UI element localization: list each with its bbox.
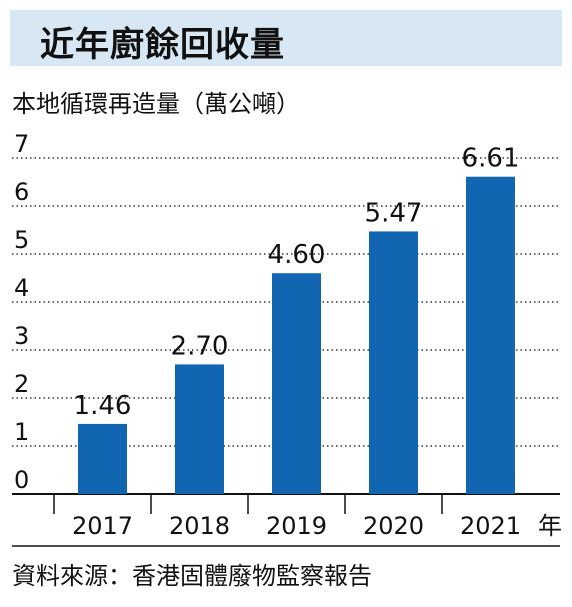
y-axis-label: 本地循環再造量（萬公噸）: [12, 90, 300, 118]
x-tick-label-2021: 2021: [460, 512, 521, 540]
x-tick-label-2017: 2017: [72, 512, 133, 540]
value-label-2020: 5.47: [365, 198, 423, 228]
x-tick-label-2020: 2020: [363, 512, 424, 540]
x-axis-unit: 年: [538, 512, 562, 540]
y-tick-label-1: 1: [14, 418, 29, 446]
y-tick-label-5: 5: [14, 226, 29, 254]
chart-title: 近年廚餘回收量: [40, 25, 285, 65]
value-label-2017: 1.46: [74, 391, 132, 421]
x-tick-label-2019: 2019: [266, 512, 327, 540]
y-tick-label-4: 4: [14, 274, 29, 302]
y-tick-label-6: 6: [14, 178, 29, 206]
title-bar: 近年廚餘回收量: [10, 10, 562, 66]
bar-2018: [175, 364, 224, 494]
y-tick-label-3: 3: [14, 322, 29, 350]
x-tick-label-2018: 2018: [169, 512, 230, 540]
bar-2017: [78, 423, 127, 494]
value-label-2021: 6.61: [462, 144, 520, 174]
bar-2020: [369, 231, 418, 494]
bar-2021: [466, 176, 515, 494]
value-label-2018: 2.70: [171, 331, 229, 361]
y-tick-label-7: 7: [14, 130, 29, 158]
value-label-2019: 4.60: [268, 240, 326, 270]
bar-2019: [272, 273, 321, 494]
source-note: 資料來源：香港固體廢物監察報告: [12, 562, 372, 590]
y-tick-label-0: 0: [14, 466, 29, 494]
y-tick-label-2: 2: [14, 370, 29, 398]
